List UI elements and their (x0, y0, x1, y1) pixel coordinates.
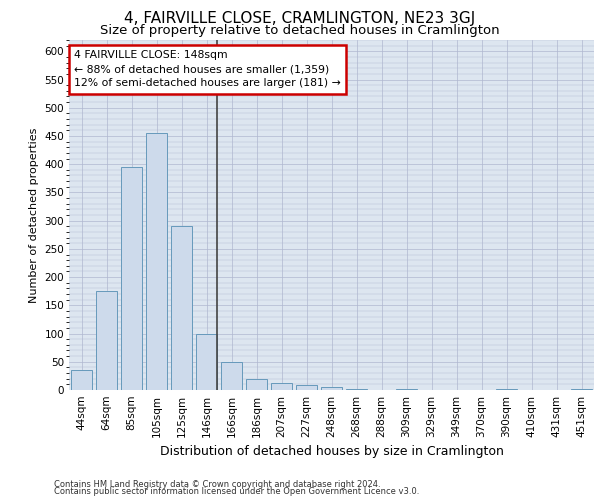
Text: 4, FAIRVILLE CLOSE, CRAMLINGTON, NE23 3GJ: 4, FAIRVILLE CLOSE, CRAMLINGTON, NE23 3G… (124, 11, 476, 26)
Bar (271, 382, 292, 390)
Text: Contains HM Land Registry data © Crown copyright and database right 2024.: Contains HM Land Registry data © Crown c… (54, 480, 380, 489)
Bar (221, 362, 242, 390)
Bar (96, 291, 117, 390)
Text: Size of property relative to detached houses in Cramlington: Size of property relative to detached ho… (100, 24, 500, 37)
Bar (121, 167, 142, 390)
X-axis label: Distribution of detached houses by size in Cramlington: Distribution of detached houses by size … (160, 446, 503, 458)
Bar (146, 133, 167, 390)
Bar (196, 334, 217, 390)
Bar (71, 370, 92, 390)
Bar (296, 386, 317, 390)
Bar (321, 387, 342, 390)
Text: Contains public sector information licensed under the Open Government Licence v3: Contains public sector information licen… (54, 487, 419, 496)
Y-axis label: Number of detached properties: Number of detached properties (29, 128, 39, 302)
Text: 4 FAIRVILLE CLOSE: 148sqm
← 88% of detached houses are smaller (1,359)
12% of se: 4 FAIRVILLE CLOSE: 148sqm ← 88% of detac… (74, 50, 341, 88)
Bar (246, 378, 267, 390)
Bar (171, 226, 192, 390)
